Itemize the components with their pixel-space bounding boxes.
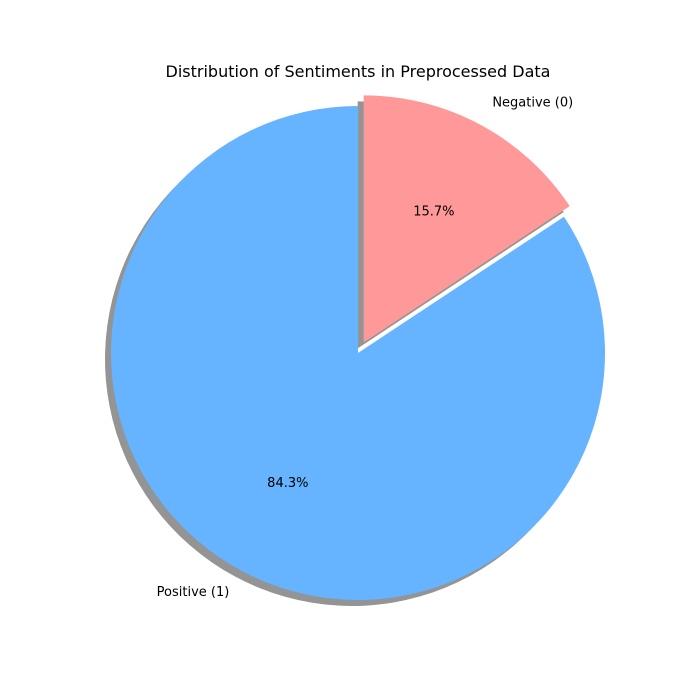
slice-label-negative-0: Negative (0) xyxy=(492,96,573,111)
pie-slice-layer xyxy=(111,95,606,601)
pct-label-negative-0: 15.7% xyxy=(413,204,454,219)
pie-label-layer: Negative (0) 15.7% Positive (1) 84.3% xyxy=(157,96,574,600)
chart-title: Distribution of Sentiments in Preprocess… xyxy=(166,62,551,81)
slice-label-positive-1: Positive (1) xyxy=(157,585,230,600)
pie-slice-positive-1 xyxy=(111,106,606,601)
pie-slice-negative-0 xyxy=(363,95,570,343)
pct-label-positive-1: 84.3% xyxy=(267,476,308,491)
